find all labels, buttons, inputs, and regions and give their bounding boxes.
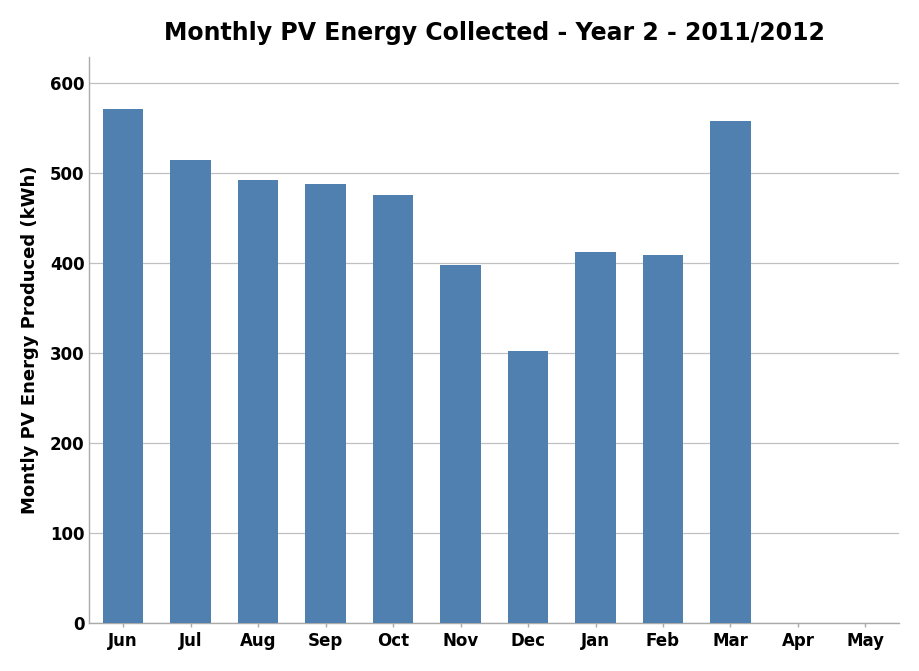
Bar — [642, 255, 683, 623]
Bar — [574, 252, 615, 623]
Bar — [507, 351, 548, 623]
Bar — [440, 265, 481, 623]
Bar — [238, 180, 278, 623]
Bar — [170, 160, 210, 623]
Bar — [305, 185, 346, 623]
Bar — [709, 121, 750, 623]
Title: Monthly PV Energy Collected - Year 2 - 2011/2012: Monthly PV Energy Collected - Year 2 - 2… — [164, 21, 823, 45]
Bar — [103, 109, 143, 623]
Y-axis label: Montly PV Energy Produced (kWh): Montly PV Energy Produced (kWh) — [21, 166, 39, 514]
Bar — [372, 195, 413, 623]
